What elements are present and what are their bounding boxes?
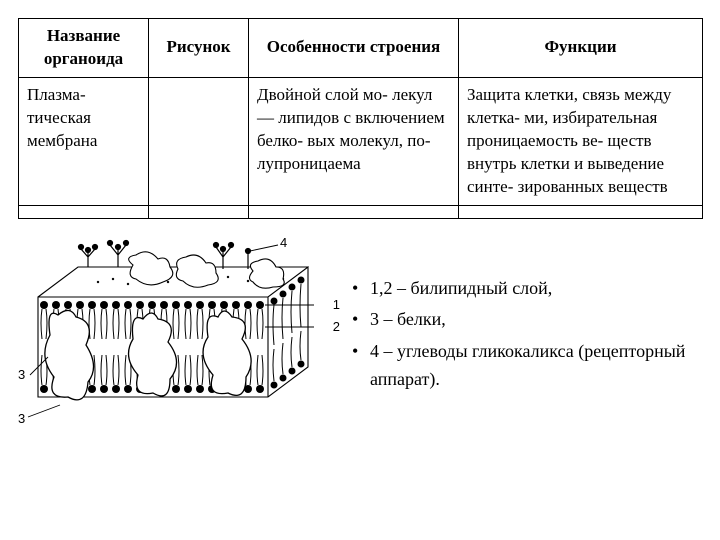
- diagram-label-3a: 3: [18, 411, 25, 426]
- diagram-label-1: 1: [333, 297, 340, 312]
- col-header-name: Название органоида: [19, 19, 149, 78]
- col-header-functions: Функции: [459, 19, 703, 78]
- organelle-table: Название органоида Рисунок Особенности с…: [18, 18, 703, 219]
- diagram-label-2: 2: [333, 319, 340, 334]
- cell-empty: [19, 205, 149, 218]
- table-row: Плазма- тическая мембрана Двойной слой м…: [19, 77, 703, 205]
- legend-item: 1,2 – билипидный слой,: [348, 275, 702, 303]
- col-header-drawing: Рисунок: [149, 19, 249, 78]
- membrane-diagram: [18, 227, 318, 427]
- table-row-partial: [19, 205, 703, 218]
- lower-section: 1 2 3 3 4 1,2 – билипидный слой, 3 – бел…: [18, 227, 702, 432]
- legend-item: 3 – белки,: [348, 306, 702, 334]
- cell-functions: Защита клетки, связь между клетка- ми, и…: [459, 77, 703, 205]
- membrane-diagram-wrap: 1 2 3 3 4: [18, 227, 338, 432]
- cell-structure: Двойной слой мо- лекул — липидов с включ…: [249, 77, 459, 205]
- cell-empty: [249, 205, 459, 218]
- diagram-legend: 1,2 – билипидный слой, 3 – белки, 4 – уг…: [338, 227, 702, 399]
- col-header-structure: Особенности строения: [249, 19, 459, 78]
- cell-drawing: [149, 77, 249, 205]
- cell-empty: [149, 205, 249, 218]
- cell-empty: [459, 205, 703, 218]
- diagram-label-3b: 3: [18, 367, 25, 382]
- legend-item: 4 – углеводы гликокаликса (рецепторный а…: [348, 338, 702, 394]
- cell-name: Плазма- тическая мембрана: [19, 77, 149, 205]
- diagram-label-4: 4: [280, 235, 287, 250]
- table-header-row: Название органоида Рисунок Особенности с…: [19, 19, 703, 78]
